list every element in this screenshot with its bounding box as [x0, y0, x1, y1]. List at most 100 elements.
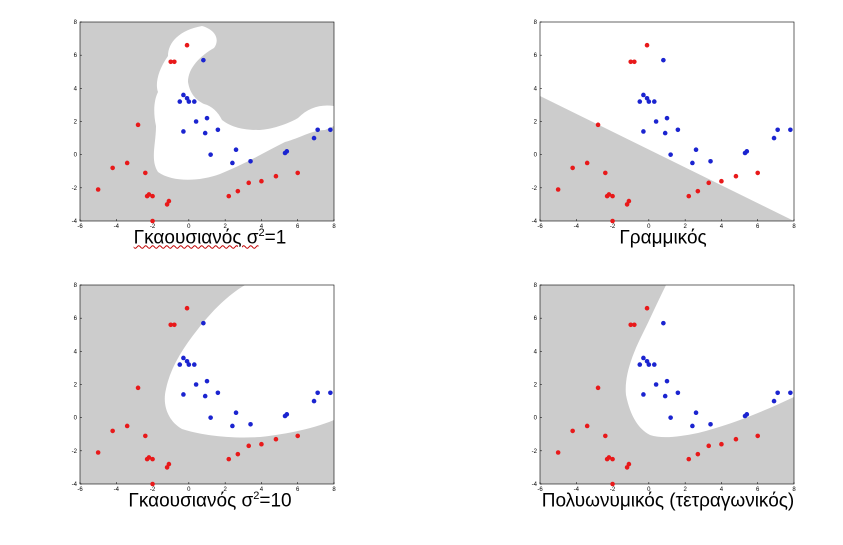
data-point-blue: [201, 320, 206, 326]
x-tick-label: 2: [683, 224, 687, 230]
data-point-blue: [653, 382, 659, 387]
data-point-red: [628, 322, 634, 328]
data-point-blue: [708, 159, 713, 164]
data-point-red: [95, 450, 101, 455]
data-point-blue: [311, 135, 317, 141]
data-point-red: [584, 423, 590, 429]
x-tick-label: 8: [792, 487, 796, 493]
data-point-blue: [675, 390, 681, 396]
data-point-blue: [668, 415, 673, 420]
data-point-blue: [282, 150, 288, 156]
decision-region: [625, 285, 794, 438]
data-point-red: [168, 322, 174, 328]
caption-gaussian-10: Γκαουσιανός σ2=10: [128, 490, 291, 512]
data-point-red: [124, 160, 130, 166]
data-point-blue: [202, 393, 208, 399]
data-point-blue: [181, 392, 186, 397]
data-point-blue: [775, 390, 780, 396]
data-point-red: [226, 456, 232, 462]
data-point-blue: [233, 410, 239, 415]
data-point-red: [733, 436, 739, 442]
data-point-red: [603, 170, 608, 176]
data-point-blue: [641, 392, 646, 397]
y-tick-label: 2: [74, 120, 78, 126]
data-point-blue: [181, 92, 186, 98]
data-point-red: [595, 122, 601, 128]
y-tick-label: -2: [72, 449, 78, 455]
data-point-blue: [646, 362, 652, 367]
x-tick-label: -6: [537, 487, 543, 493]
data-point-red: [273, 436, 279, 442]
data-point-blue: [230, 160, 235, 166]
data-point-red: [150, 218, 155, 224]
data-point-red: [172, 59, 177, 65]
y-tick-label: 6: [74, 316, 78, 322]
data-point-red: [172, 322, 177, 328]
data-point-red: [110, 165, 115, 171]
data-point-red: [610, 218, 615, 224]
data-point-red: [259, 178, 264, 184]
x-tick-label: 4: [260, 224, 264, 230]
data-point-blue: [204, 115, 210, 121]
data-point-blue: [641, 92, 646, 98]
data-point-blue: [771, 135, 777, 141]
data-point-blue: [315, 390, 320, 396]
data-point-red: [295, 170, 301, 176]
y-tick-label: 2: [534, 383, 538, 389]
data-point-blue: [742, 150, 748, 156]
x-tick-label: 0: [647, 487, 651, 493]
data-point-red: [150, 193, 155, 199]
x-tick-label: -2: [150, 224, 156, 230]
caption-kernel-text: Γραμμικός: [619, 227, 707, 249]
data-point-blue: [204, 378, 210, 384]
x-tick-label: -4: [574, 487, 580, 493]
data-point-blue: [215, 127, 221, 133]
y-tick-label: 6: [534, 316, 538, 322]
caption-value: =10: [259, 490, 292, 512]
data-point-red: [733, 173, 739, 179]
data-point-red: [610, 456, 615, 462]
x-tick-label: 4: [720, 487, 724, 493]
x-tick-label: 4: [720, 224, 724, 230]
data-point-blue: [202, 130, 208, 136]
data-point-blue: [233, 147, 239, 152]
data-point-red: [686, 193, 692, 199]
x-tick-label: -4: [114, 487, 120, 493]
data-point-blue: [181, 129, 186, 134]
data-point-blue: [788, 390, 793, 396]
data-point-blue: [775, 127, 780, 133]
data-point-blue: [282, 413, 288, 419]
data-point-red: [295, 433, 301, 439]
data-point-red: [632, 322, 637, 328]
data-point-blue: [186, 99, 192, 104]
data-point-red: [644, 305, 650, 311]
data-point-red: [235, 188, 241, 194]
data-point-red: [624, 465, 630, 470]
data-point-red: [695, 451, 701, 457]
data-point-red: [755, 433, 761, 439]
data-point-blue: [664, 378, 670, 384]
x-tick-label: -4: [114, 224, 120, 230]
data-point-red: [246, 180, 252, 186]
x-tick-label: 8: [332, 224, 336, 230]
data-point-red: [686, 456, 692, 462]
data-point-red: [273, 173, 279, 179]
data-point-red: [124, 423, 130, 429]
data-point-blue: [248, 159, 253, 164]
data-point-blue: [652, 362, 657, 367]
caption-exponent: 2: [258, 227, 265, 239]
data-point-blue: [641, 129, 646, 134]
caption-kernel-text: Γκαουσιανός σ: [133, 227, 259, 249]
data-point-red: [143, 170, 148, 176]
x-tick-label: -6: [537, 224, 543, 230]
caption-kernel-text: Πολυωνυμικός (τετραγωνικός): [541, 490, 795, 512]
data-point-red: [719, 178, 724, 184]
data-point-blue: [208, 152, 213, 157]
data-point-red: [226, 193, 232, 199]
data-point-blue: [315, 127, 320, 133]
x-tick-label: 6: [296, 487, 300, 493]
y-tick-label: -2: [532, 449, 538, 455]
x-tick-label: 6: [296, 224, 300, 230]
data-point-red: [259, 441, 264, 447]
